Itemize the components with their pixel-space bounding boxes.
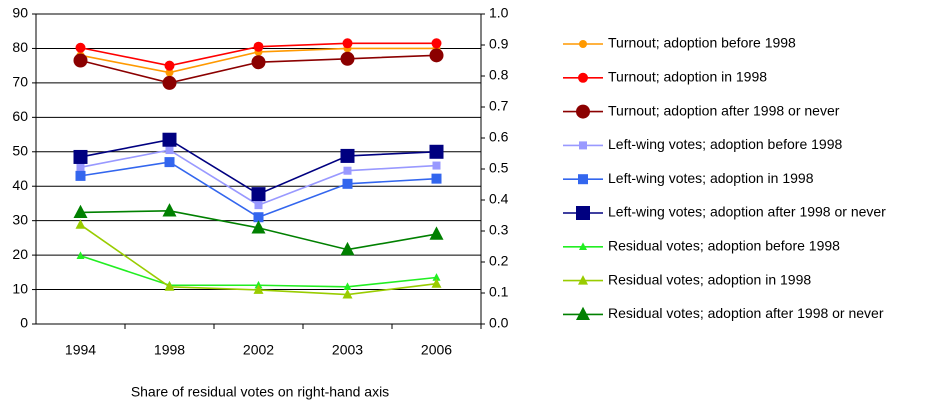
- y2-tick-label: 0.1: [489, 284, 509, 300]
- marker: [165, 146, 174, 155]
- marker: [343, 166, 352, 175]
- y2-tick-label: 0.8: [489, 67, 509, 83]
- y-tick-label: 20: [12, 246, 28, 262]
- legend-marker: [579, 40, 587, 48]
- y-tick-label: 80: [12, 39, 28, 55]
- legend-marker: [576, 104, 590, 119]
- y-tick-label: 90: [12, 5, 28, 21]
- marker: [342, 289, 353, 299]
- marker: [253, 284, 264, 294]
- legend-marker: [579, 141, 587, 150]
- marker: [432, 161, 441, 170]
- marker: [76, 163, 85, 172]
- y2-tick-label: 0.0: [489, 315, 509, 331]
- marker: [340, 241, 355, 256]
- marker: [340, 51, 355, 66]
- marker: [162, 132, 177, 147]
- marker: [75, 42, 86, 53]
- marker: [343, 282, 352, 290]
- legend-label: Residual votes; adoption before 1998: [608, 238, 840, 254]
- marker: [251, 55, 266, 70]
- marker: [429, 48, 444, 63]
- y2-tick-label: 0.7: [489, 98, 509, 114]
- y-tick-label: 30: [12, 211, 28, 227]
- marker: [251, 187, 266, 202]
- marker: [75, 219, 86, 229]
- legend-label: Turnout; adoption before 1998: [608, 35, 796, 51]
- y2-tick-label: 1.0: [489, 5, 509, 21]
- y-tick-label: 60: [12, 108, 28, 124]
- marker: [432, 273, 441, 281]
- x-tick-label: 2002: [243, 342, 274, 358]
- y2-tick-label: 0.5: [489, 160, 509, 176]
- marker: [165, 68, 174, 77]
- marker: [162, 203, 177, 217]
- y2-tick-label: 0.4: [489, 191, 509, 207]
- marker: [431, 173, 442, 184]
- legend-marker: [576, 306, 590, 320]
- y-tick-label: 10: [12, 280, 28, 296]
- marker: [253, 212, 264, 223]
- legend-label: Residual votes; adoption in 1998: [608, 271, 811, 287]
- marker: [342, 38, 353, 49]
- marker: [73, 53, 88, 68]
- marker: [429, 144, 444, 159]
- axis-note: Share of residual votes on right-hand ax…: [131, 384, 389, 400]
- y-tick-label: 0: [20, 315, 28, 331]
- marker: [431, 278, 442, 288]
- y-tick-label: 50: [12, 142, 28, 158]
- legend-label: Left-wing votes; adoption after 1998 or …: [608, 204, 886, 220]
- marker: [164, 281, 175, 291]
- legend-label: Turnout; adoption in 1998: [608, 69, 767, 85]
- marker: [164, 157, 175, 168]
- y-tick-label: 70: [12, 74, 28, 90]
- legend-label: Turnout; adoption after 1998 or never: [608, 102, 840, 118]
- marker: [342, 178, 353, 189]
- legend-marker: [579, 242, 587, 250]
- y2-tick-label: 0.9: [489, 36, 509, 52]
- legend-marker: [578, 72, 588, 83]
- legend-marker: [576, 206, 590, 220]
- marker: [429, 226, 444, 240]
- y-tick-label: 40: [12, 177, 28, 193]
- x-tick-label: 1994: [65, 342, 96, 358]
- marker: [162, 75, 177, 90]
- marker: [253, 41, 264, 52]
- y2-tick-label: 0.2: [489, 253, 509, 269]
- marker: [251, 220, 266, 234]
- legend-marker: [578, 275, 588, 285]
- legend-label: Residual votes; adoption after 1998 or n…: [608, 305, 884, 321]
- marker: [164, 60, 175, 71]
- x-tick-label: 2003: [332, 342, 363, 358]
- marker: [76, 251, 85, 259]
- marker: [340, 148, 355, 163]
- marker: [431, 38, 442, 49]
- x-tick-label: 2006: [421, 342, 452, 358]
- y2-tick-label: 0.3: [489, 222, 509, 238]
- marker: [254, 201, 263, 210]
- marker: [75, 170, 86, 181]
- legend-marker: [578, 174, 588, 185]
- x-tick-label: 1998: [154, 342, 185, 358]
- marker: [73, 149, 88, 164]
- marker: [73, 204, 88, 218]
- legend-label: Left-wing votes; adoption in 1998: [608, 170, 814, 186]
- plot-frame: [35, 13, 482, 325]
- y2-tick-label: 0.6: [489, 129, 509, 145]
- legend-label: Left-wing votes; adoption before 1998: [608, 136, 842, 152]
